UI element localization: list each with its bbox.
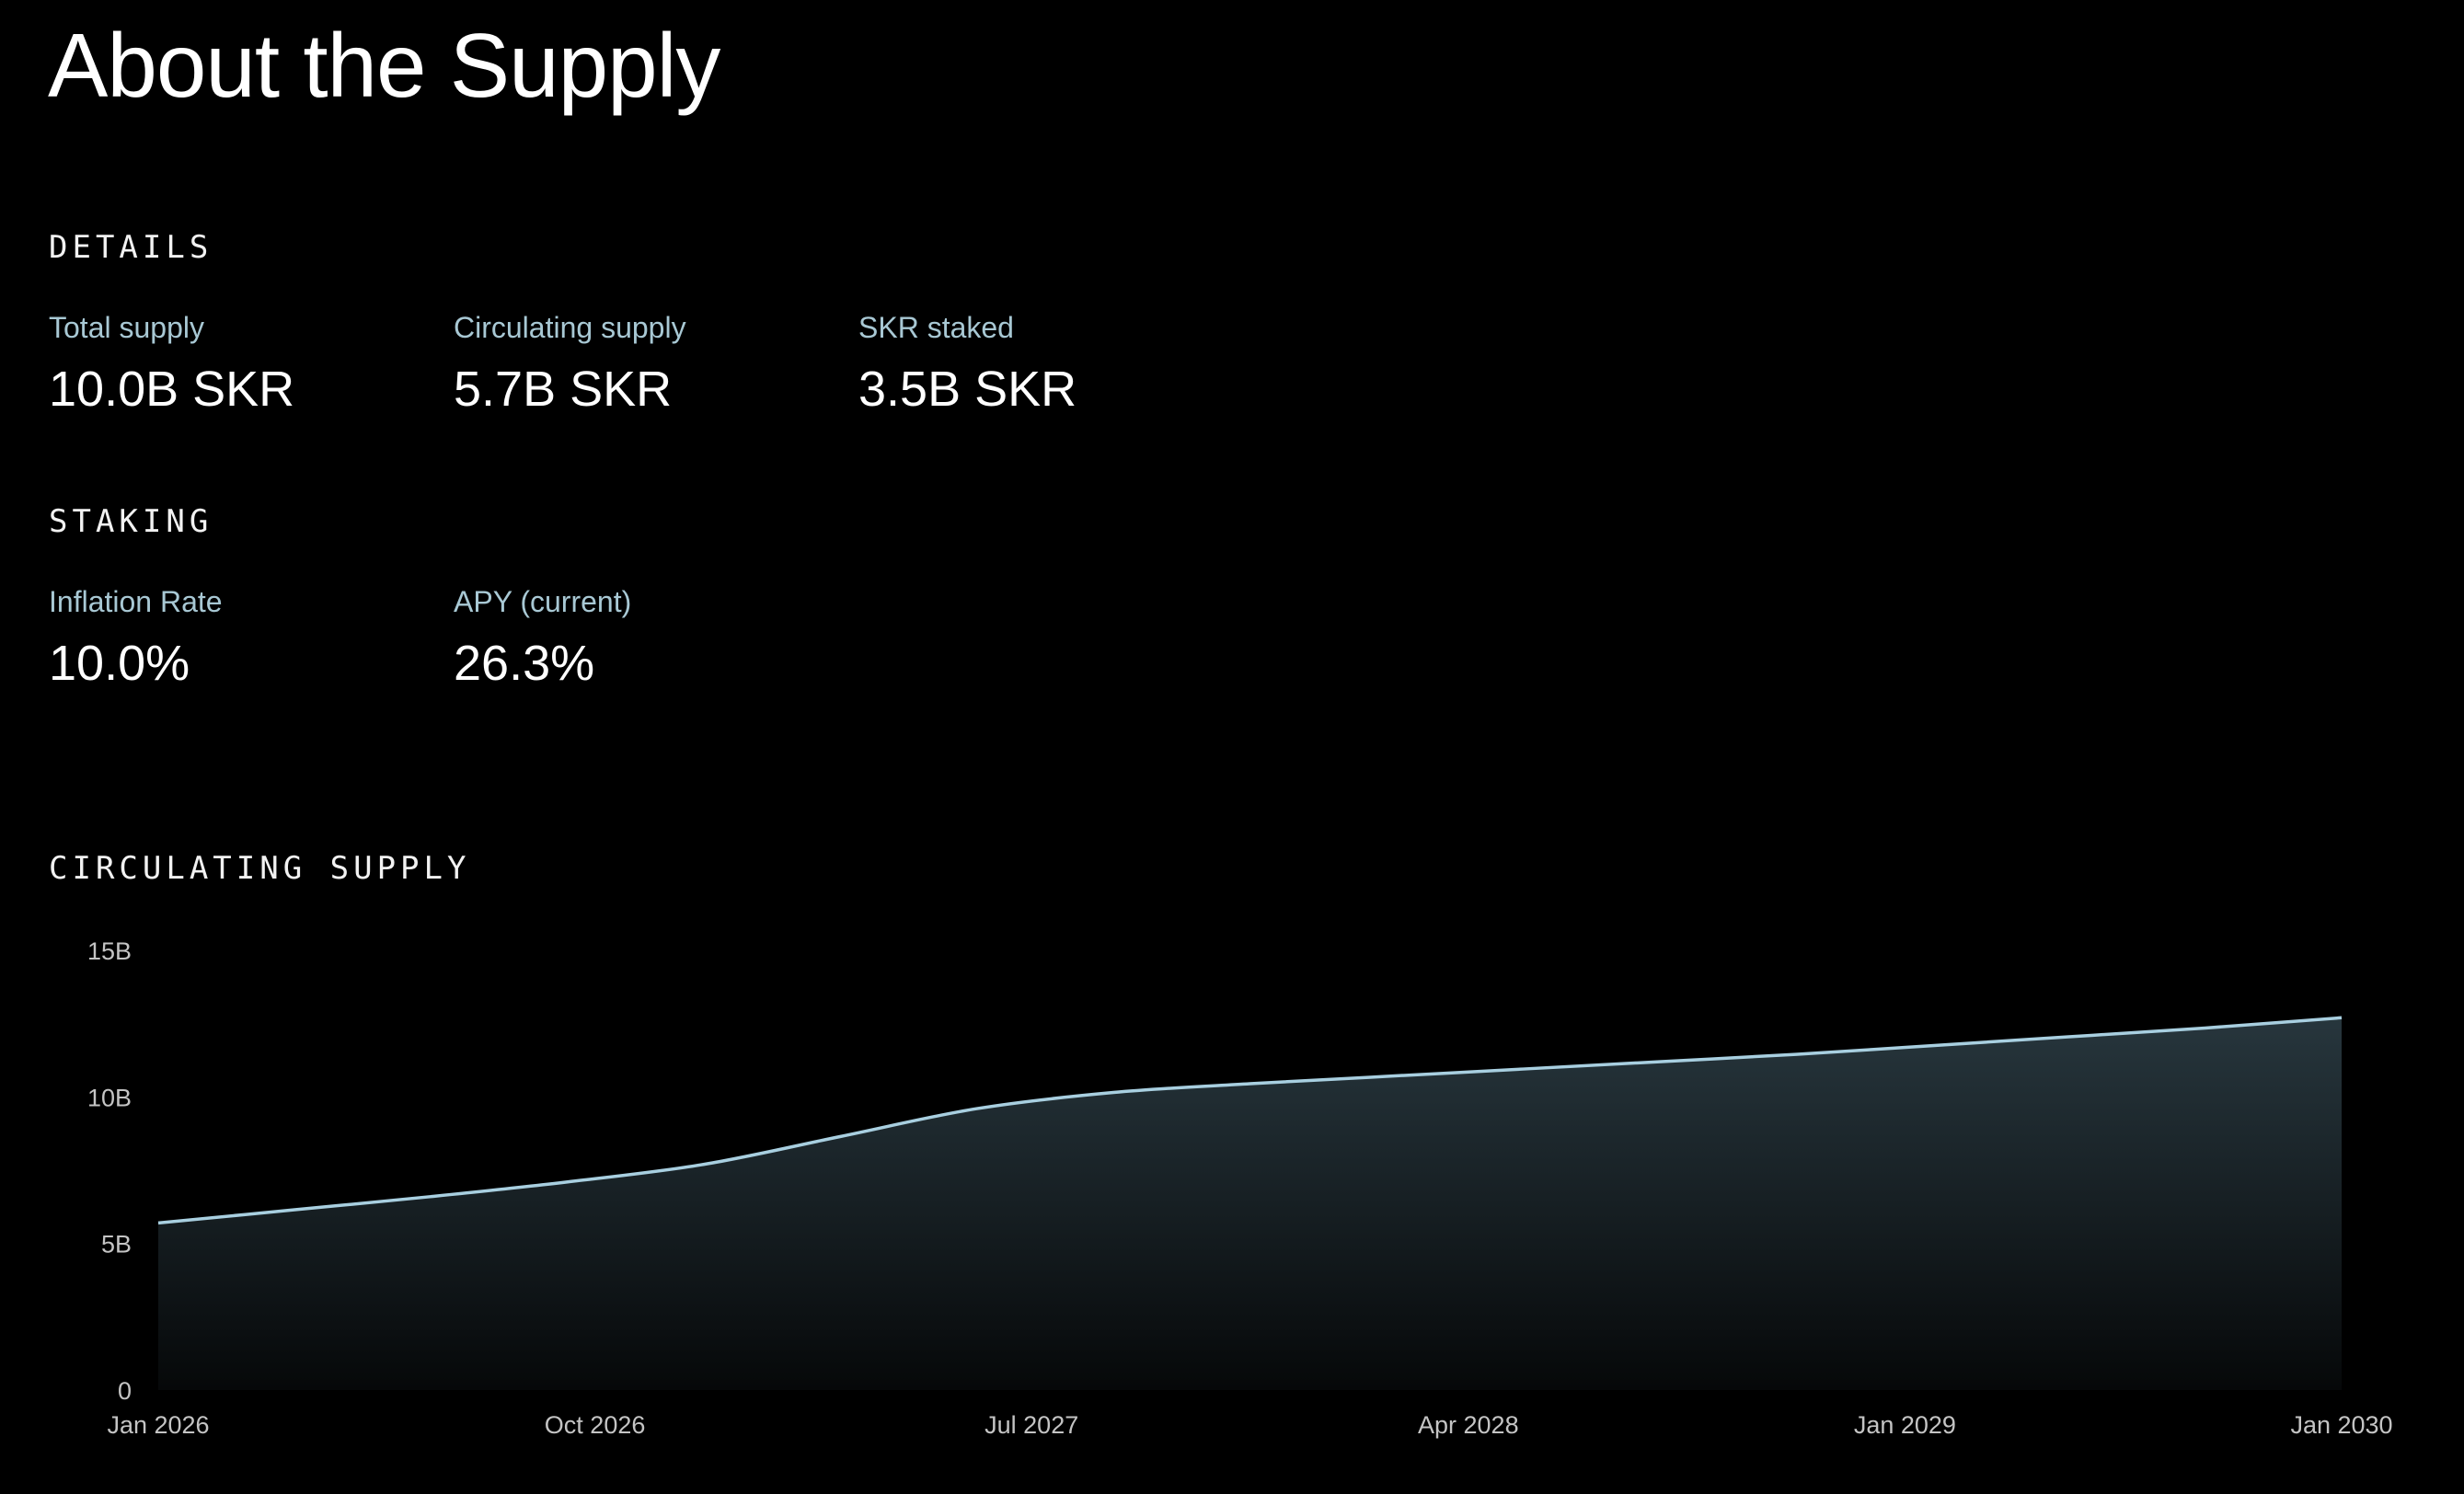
x-tick-label: Jan 2030 (2290, 1411, 2392, 1439)
total-supply-stat: Total supply 10.0B SKR (49, 313, 294, 414)
x-tick-label: Jul 2027 (984, 1411, 1078, 1439)
supply-area (158, 1017, 2342, 1390)
x-axis-ticks: Jan 2026 Oct 2026 Jul 2027 Apr 2028 Jan 2029… (107, 1411, 2392, 1439)
circulating-supply-stat: Circulating supply 5.7B SKR (454, 313, 686, 414)
skr-staked-label: SKR staked (858, 311, 1014, 344)
y-tick-label: 5B (101, 1231, 132, 1258)
x-tick-label: Oct 2026 (545, 1411, 646, 1439)
apy-label: APY (current) (454, 585, 632, 618)
page-title: About the Supply (48, 15, 720, 116)
y-tick-label: 10B (87, 1084, 132, 1111)
supply-line (157, 1016, 2343, 1225)
circulating-supply-value: 5.7B SKR (454, 362, 673, 417)
y-tick-label: 0 (118, 1377, 132, 1405)
staking-heading: STAKING (49, 503, 213, 540)
y-tick-label: 15B (87, 937, 132, 965)
skr-staked-value: 3.5B SKR (858, 362, 1077, 417)
x-tick-label: Apr 2028 (1418, 1411, 1519, 1439)
details-heading: DETAILS (49, 229, 213, 266)
circulating-supply-heading: CIRCULATING SUPPLY (49, 850, 471, 887)
y-axis-ticks: 0 5B 10B 15B (87, 937, 132, 1405)
skr-staked-stat: SKR staked 3.5B SKR (858, 313, 1077, 414)
circulating-supply-chart: 0 5B 10B 15B Jan 2026 Oct 2026 Jul 2027 Apr 20… (0, 902, 2464, 1494)
x-tick-label: Jan 2026 (107, 1411, 209, 1439)
circulating-supply-label: Circulating supply (454, 311, 686, 344)
circulating-supply-chart-svg: 0 5B 10B 15B Jan 2026 Oct 2026 Jul 2027 Apr 20… (87, 937, 2393, 1439)
total-supply-label: Total supply (49, 311, 204, 344)
total-supply-value: 10.0B SKR (49, 362, 295, 417)
inflation-rate-stat: Inflation Rate 10.0% (49, 587, 223, 688)
inflation-rate-label: Inflation Rate (49, 585, 223, 618)
apy-stat: APY (current) 26.3% (454, 587, 631, 688)
x-tick-label: Jan 2029 (1854, 1411, 1956, 1439)
inflation-rate-value: 10.0% (49, 636, 190, 691)
apy-value: 26.3% (454, 636, 595, 691)
